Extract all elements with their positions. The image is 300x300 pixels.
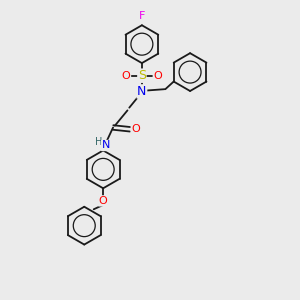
Text: N: N — [102, 140, 110, 151]
Text: F: F — [139, 11, 145, 21]
Text: O: O — [153, 71, 162, 81]
Text: O: O — [131, 124, 140, 134]
Text: O: O — [99, 196, 107, 206]
Text: N: N — [137, 85, 147, 98]
Text: H: H — [95, 137, 103, 147]
Text: O: O — [122, 71, 130, 81]
Text: S: S — [138, 69, 146, 82]
